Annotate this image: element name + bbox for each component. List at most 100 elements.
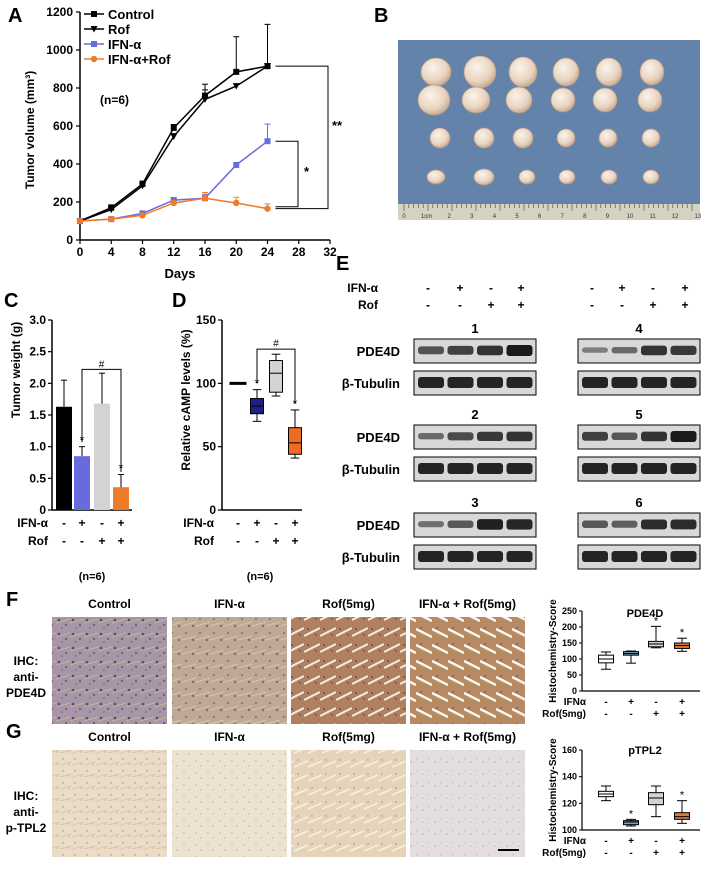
significance-bracket [275,65,329,210]
y-tick-label: 1.5 [29,408,46,422]
condition-sign: + [517,298,524,312]
x-axis-label: Days [164,266,195,281]
column-title: Rof(5mg) [322,597,375,611]
blot-label-tubulin: β-Tubulin [342,550,400,565]
condition-sign: + [679,848,685,859]
x-tick-label: 24 [261,245,275,259]
tubulin-band [477,377,503,388]
ruler-label: 3 [470,214,474,220]
tubulin-band [582,377,608,388]
ihc-tile [410,750,525,857]
camp-level-chart: Relative cAMP levels (%) (n=6) 0 50 100 150… [179,313,302,583]
tumor-sample [642,169,660,185]
condition-sign: - [654,836,657,847]
blot-number: 5 [635,407,642,422]
condition-sign: + [679,697,685,708]
condition-label: IFN-α [347,281,378,295]
sample-size-note: (n=6) [100,93,129,107]
panel-letter-g: G [6,721,22,743]
blot-label-tubulin: β-Tubulin [342,462,400,477]
condition-label: Rof [28,534,49,548]
tubulin-band [477,463,503,474]
pde4d-band [477,431,503,441]
tubulin-band [611,551,638,562]
data-point [139,212,146,219]
data-point [170,199,177,207]
y-tick-label: 50 [203,440,217,454]
condition-sign: - [604,836,607,847]
condition-sign: + [681,281,688,295]
panel-letter-b: B [374,5,388,27]
column-title: Rof(5mg) [322,730,375,744]
y-tick-label: 0.5 [29,471,46,485]
condition-label: Rof(5mg) [542,709,586,720]
ihc-tile [52,617,167,724]
condition-label: Rof [358,298,379,312]
tumor-sample [473,127,495,149]
condition-sign: + [253,516,260,530]
x-tick-label: 32 [323,245,337,259]
x-tick-label: 4 [108,245,115,259]
y-tick-label: 1200 [46,5,73,19]
hash-mark: # [99,360,105,371]
condition-sign: - [604,848,607,859]
blot-number: 1 [471,321,478,336]
condition-label: IFNα [564,836,587,847]
y-tick-label: 150 [196,313,216,327]
ruler-label: 9 [606,214,610,220]
y-tick-label: 600 [53,119,73,133]
condition-sign: - [590,298,594,312]
pde4d-band [670,519,697,530]
condition-sign: - [620,298,624,312]
ihc-label: anti- [13,805,38,819]
pde4d-band [506,345,533,356]
ihc-label: p-TPL2 [6,821,47,835]
western-blots: IFN-α Rof - - + - - + + + - - + - - + + +1 PDE4D β-Tubulin 4… [342,281,701,570]
significance-star: * [680,627,685,639]
tumor-sample [463,55,497,89]
box [269,360,283,393]
ihc-label: IHC: [14,789,39,803]
tubulin-band [582,551,608,562]
data-point [139,182,146,190]
x-tick-label: 12 [167,245,181,259]
y-tick-label: 1000 [46,43,73,57]
legend-label: IFN-α+Rof [108,52,171,67]
tumor-sample [552,57,580,87]
tubulin-band [670,551,697,562]
panel-letter-d: D [172,290,186,312]
tumor-sample [598,128,618,148]
ihc-tile [172,750,287,857]
tumor-sample [558,169,576,185]
tumor-sample [508,56,538,88]
tubulin-band [418,551,444,562]
pde4d-band [447,432,474,441]
tumor-sample [641,128,661,148]
y-tick-label: 100 [196,376,216,390]
y-tick-label: 200 [53,195,73,209]
panel-letter-c: C [4,290,18,312]
significance-star: * [629,808,634,820]
pde4d-band [582,520,608,528]
tubulin-band [447,551,474,562]
data-point [232,83,240,90]
y-tick-label: 400 [53,157,73,171]
tumor-photo: 0 1cm 2 3 4 5 6 7 8 9 10 11 12 13 [398,40,702,220]
ruler-label: 13 [694,214,701,220]
tubulin-band [418,377,444,388]
condition-sign: + [78,516,85,530]
tubulin-band [506,377,533,388]
tumor-sample [556,128,576,148]
ihc-label: anti- [13,670,38,684]
blot-label-pde4d: PDE4D [357,430,400,445]
pde4d-band [670,345,697,355]
ihc-panels: Control IFN-α Rof(5mg) IFN-α + Rof(5mg) IHC:… [6,597,700,859]
x-tick-label: 8 [139,245,146,259]
condition-label: Rof(5mg) [542,848,586,859]
data-point [233,68,240,75]
condition-sign: - [629,709,632,720]
y-tick-label: 120 [562,798,577,808]
y-axis-label: Relative cAMP levels (%) [179,329,193,470]
